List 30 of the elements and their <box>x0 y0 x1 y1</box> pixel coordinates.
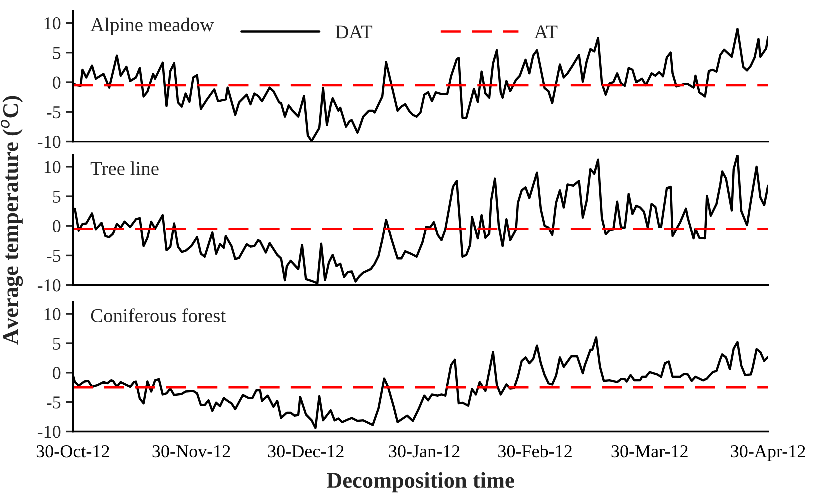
legend-label: AT <box>534 26 558 39</box>
x-axis-title: Decomposition time <box>327 472 514 493</box>
legend-label: DAT <box>336 26 373 39</box>
y-axis-title: Average temperature ($^{o}$C) <box>0 96 24 345</box>
y-tick-label: 10 <box>44 17 61 30</box>
x-tick-label: 30-Nov-12 <box>152 445 230 458</box>
y-tick-label: 5 <box>53 338 61 350</box>
y-tick-label: 0 <box>53 367 61 380</box>
y-tick-label: -5 <box>46 250 61 262</box>
x-tick-label: 30-Oct-12 <box>36 445 110 458</box>
y-tick-label: -10 <box>38 426 61 438</box>
x-tick-label: 30-Feb-12 <box>498 444 572 458</box>
x-tick-label: 30-Apr-12 <box>731 445 806 462</box>
y-tick-label: 5 <box>53 47 61 60</box>
y-tick-label: 5 <box>53 190 61 203</box>
x-tick-label: 30-Dec-12 <box>268 445 344 458</box>
y-tick-label: 0 <box>53 76 61 89</box>
line-series <box>74 155 768 285</box>
y-tick-label: -5 <box>46 396 61 409</box>
chart-title: Alpine meadow <box>90 18 214 36</box>
y-tick-label: -5 <box>46 106 61 119</box>
y-tick-label: 10 <box>44 308 61 321</box>
y-tick-label: 10 <box>44 161 61 174</box>
chart-title: Tree line <box>90 162 159 176</box>
x-tick-label: 30-Jan-12 <box>389 445 460 458</box>
y-tick-label: -10 <box>38 280 61 292</box>
x-tick-label: 30-Mar-12 <box>612 445 688 458</box>
chart-title: Coniferous forest <box>91 308 226 322</box>
y-tick-label: 0 <box>53 220 61 233</box>
y-tick-label: -10 <box>38 136 61 148</box>
